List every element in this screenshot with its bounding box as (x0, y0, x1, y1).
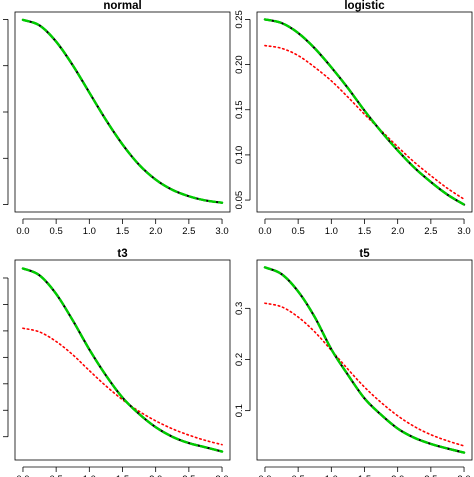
y-tick-label: 0.05 (0, 427, 3, 446)
series-line-dashed (21, 267, 224, 453)
x-tick-label: 0.5 (50, 226, 63, 237)
series-line-dashed (263, 18, 466, 206)
x-tick-label: 2.0 (149, 474, 162, 477)
series-line-dotted (264, 302, 465, 447)
x-tick-label: 1.5 (358, 226, 371, 237)
y-tick-label: 0.25 (0, 322, 3, 341)
chart-title: t3 (117, 248, 127, 260)
y-tick-label: 0.05 (234, 191, 245, 210)
chart-panel-logistic: logistic 0.0 0.5 1.0 1.5 2.0 2.5 3.0 0.05 0.10 0.1… (234, 0, 473, 237)
chart-panel-t5: t5 0.0 0.5 1.0 1.5 2.0 2.5 3.0 0.1 0.2 0.3 (234, 248, 473, 477)
y-tick-label: 0.35 (0, 269, 3, 288)
series-line-solid (21, 18, 224, 204)
x-tick-label: 3.0 (457, 226, 470, 237)
x-tick-label: 1.0 (325, 474, 338, 477)
y-tick-label: 0.4 (0, 13, 3, 26)
y-tick-label: 0.0 (0, 198, 3, 211)
y-tick-label: 0.25 (234, 10, 245, 29)
y-tick-label: 0.30 (0, 295, 3, 314)
x-tick-label: 0.0 (258, 226, 271, 237)
x-tick-label: 2.0 (391, 226, 404, 237)
x-tick-label: 1.0 (325, 226, 338, 237)
plot-frame (14, 259, 231, 461)
y-tick-label: 0.3 (234, 302, 245, 315)
x-tick-label: 1.5 (116, 474, 129, 477)
series-line-dotted (264, 44, 465, 200)
x-tick-label: 1.5 (358, 474, 371, 477)
chart-title: t5 (359, 248, 370, 260)
x-tick-label: 0.0 (258, 474, 271, 477)
x-tick-label: 3.0 (215, 226, 228, 237)
x-tick-label: 2.5 (424, 226, 437, 237)
x-tick-label: 3.0 (457, 474, 470, 477)
y-tick-label: 0.2 (0, 105, 3, 118)
series-line-solid (21, 267, 224, 453)
y-tick-label: 0.20 (0, 348, 3, 367)
y-tick-label: 0.20 (234, 55, 245, 74)
chart-title: normal (103, 0, 141, 12)
plot-frame (256, 11, 473, 213)
y-tick-label: 0.15 (234, 100, 245, 119)
series-line-dotted (22, 327, 223, 446)
x-tick-label: 2.5 (182, 474, 195, 477)
y-tick-label: 0.1 (234, 404, 245, 417)
x-tick-label: 2.0 (149, 226, 162, 237)
chart-panel-normal: normal 0.0 0.5 1.0 1.5 2.0 2.5 3.0 0.0 0.1 0.2 0.3 0… (0, 0, 231, 237)
x-tick-label: 1.5 (116, 226, 129, 237)
series-line-solid (263, 266, 466, 454)
plot-frame (14, 11, 231, 213)
x-tick-label: 0.0 (16, 226, 29, 237)
x-tick-label: 1.0 (83, 474, 96, 477)
y-tick-label: 0.15 (0, 375, 3, 394)
x-tick-label: 0.5 (50, 474, 63, 477)
x-tick-label: 0.5 (292, 474, 305, 477)
chart-panel-t3: t3 0.0 0.5 1.0 1.5 2.0 2.5 3.0 0.05 0.10 0.15 0.20 0… (0, 248, 231, 477)
x-tick-label: 2.5 (182, 226, 195, 237)
y-tick-label: 0.10 (234, 146, 245, 165)
x-tick-label: 1.0 (83, 226, 96, 237)
x-tick-label: 0.0 (16, 474, 29, 477)
y-tick-label: 0.2 (234, 353, 245, 366)
y-tick-label: 0.10 (0, 401, 3, 420)
plot-frame (256, 259, 473, 461)
x-tick-label: 3.0 (215, 474, 228, 477)
chart-title: logistic (344, 0, 385, 12)
x-tick-label: 0.5 (292, 226, 305, 237)
series-line-dashed (21, 18, 224, 204)
y-tick-label: 0.3 (0, 59, 3, 72)
series-line-dashed (263, 266, 466, 454)
y-tick-label: 0.1 (0, 152, 3, 165)
x-tick-label: 2.0 (391, 474, 404, 477)
x-tick-label: 2.5 (424, 474, 437, 477)
series-line-dotted (22, 19, 223, 204)
